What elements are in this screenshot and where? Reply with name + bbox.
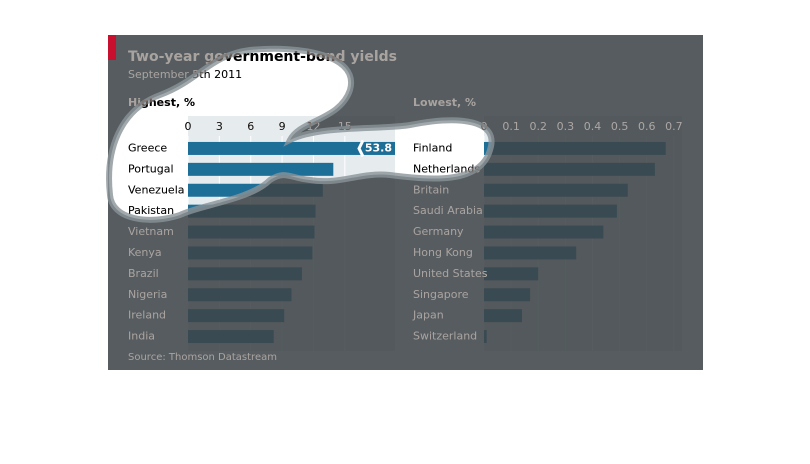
category-label: Nigeria [128,288,167,301]
category-label: Singapore [413,288,469,301]
x-tick-label: 3 [216,120,223,133]
x-tick-label: 0.2 [529,120,547,133]
x-tick-label: 9 [279,120,286,133]
category-label: Finland [413,141,452,154]
subtitle: September 5th 2011 [128,68,242,81]
title: Two-year government-bond yields [128,49,397,65]
x-tick-label: 6 [247,120,254,133]
x-tick-label: 15 [338,120,352,133]
source: Source: Thomson Datastream [128,352,277,363]
value-label: 53.8 [365,141,392,154]
accent [108,35,116,60]
category-label: Britain [413,183,449,196]
x-tick-label: 0 [185,120,192,133]
x-tick-label: 12 [306,120,320,133]
category-label: Pakistan [128,204,174,217]
category-label: Saudi Arabia [413,204,483,217]
panel-title: Lowest, % [413,96,476,109]
category-label: Switzerland [413,330,477,343]
x-tick-label: 0.3 [557,120,575,133]
overlay [108,35,703,370]
category-label: Vietnam [128,225,174,238]
category-label: Venezuela [128,183,185,196]
category-label: Hong Kong [413,246,473,259]
x-tick-label: 0.1 [502,120,520,133]
category-label: United States [413,267,488,280]
category-label: Portugal [128,162,174,175]
x-tick-label: 0.5 [611,120,629,133]
spotlight-ring [106,45,495,223]
x-tick-label: 0 [481,120,488,133]
x-tick-label: 0.7 [665,120,683,133]
x-tick-label: 0.6 [638,120,656,133]
category-label: Kenya [128,246,162,259]
category-label: Ireland [128,309,166,322]
category-label: India [128,330,155,343]
category-label: Brazil [128,267,159,280]
x-tick-label: 0.4 [584,120,602,133]
category-label: Germany [413,225,464,238]
category-label: Netherlands [413,162,480,175]
category-label: Greece [128,141,167,154]
category-label: Japan [412,309,444,322]
panel-title: Highest, % [128,96,195,109]
